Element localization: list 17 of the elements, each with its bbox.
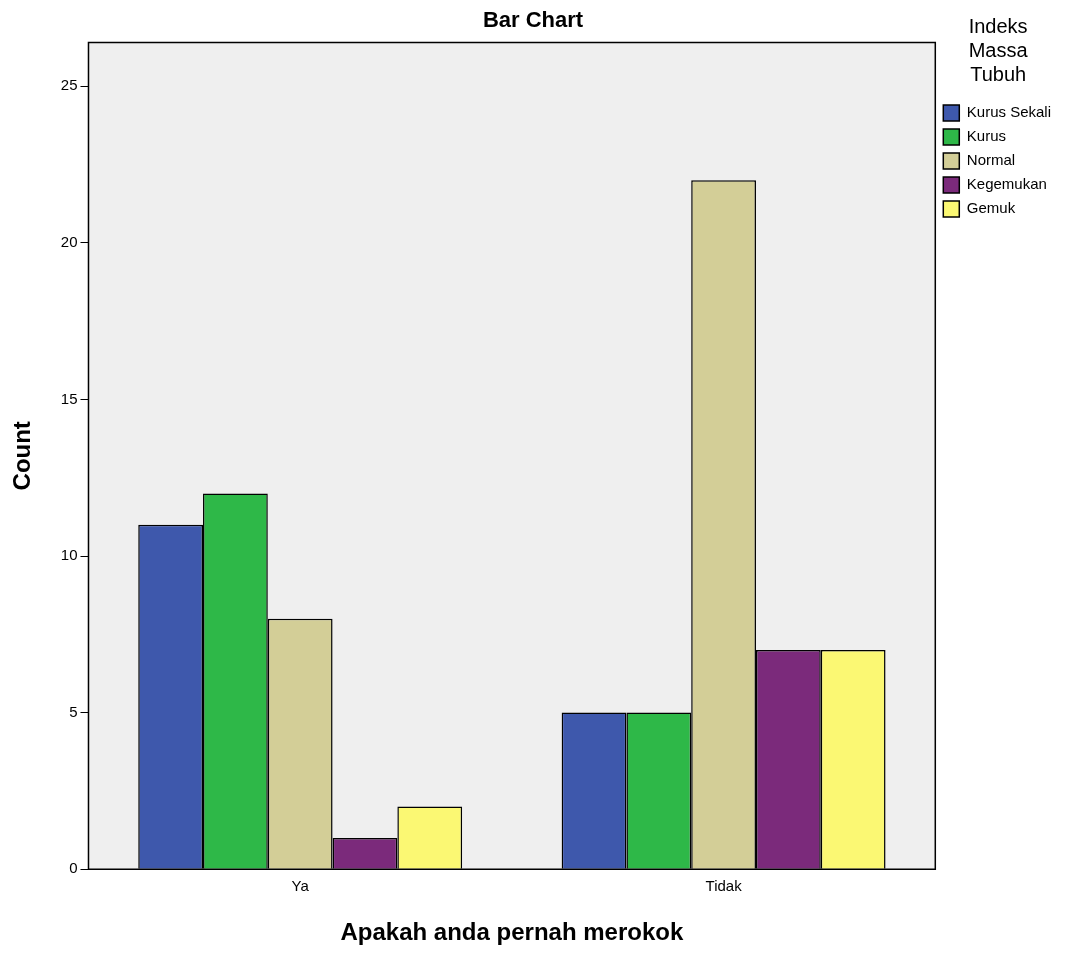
y-tick-label: 20 <box>60 232 78 250</box>
y-tick-label: 15 <box>60 389 78 407</box>
x-tick-label: Ya <box>291 877 310 895</box>
x-tick-label: Tidak <box>705 877 743 895</box>
legend-label: Normal <box>966 151 1016 169</box>
legend-label: Kurus Sekali <box>966 103 1052 121</box>
y-axis-title: Count <box>8 421 36 491</box>
x-axis-title: Apakah anda pernah merokok <box>340 918 684 946</box>
legend-label: Gemuk <box>966 199 1016 217</box>
y-tick-label: 5 <box>69 702 78 720</box>
y-tick-label: 0 <box>69 859 78 877</box>
legend-label: Kegemukan <box>966 175 1047 193</box>
legend-title: Indeks Massa Tubuh <box>968 14 1029 85</box>
chart-title: Bar Chart <box>482 7 584 33</box>
legend-label: Kurus <box>966 127 1006 145</box>
y-tick-label: 10 <box>60 546 78 564</box>
y-tick-label: 25 <box>60 76 78 94</box>
